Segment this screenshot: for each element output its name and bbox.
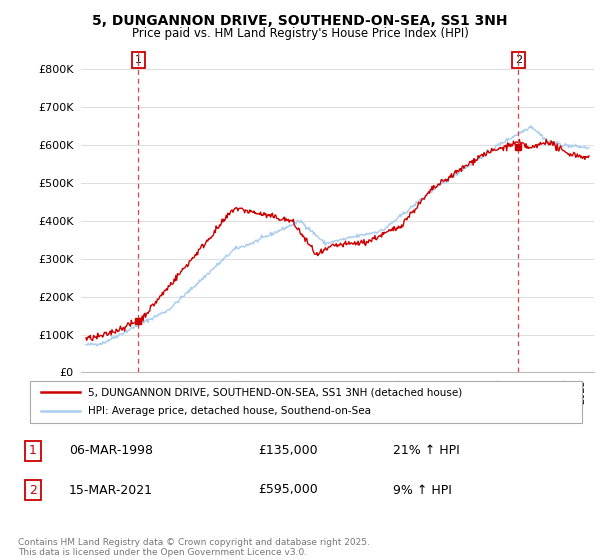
- Text: £135,000: £135,000: [258, 444, 317, 458]
- Text: HPI: Average price, detached house, Southend-on-Sea: HPI: Average price, detached house, Sout…: [88, 407, 371, 417]
- Text: 1: 1: [135, 55, 142, 65]
- Text: 5, DUNGANNON DRIVE, SOUTHEND-ON-SEA, SS1 3NH (detached house): 5, DUNGANNON DRIVE, SOUTHEND-ON-SEA, SS1…: [88, 387, 462, 397]
- Text: 06-MAR-1998: 06-MAR-1998: [69, 444, 153, 458]
- Text: £595,000: £595,000: [258, 483, 318, 497]
- FancyBboxPatch shape: [30, 381, 582, 423]
- Text: Price paid vs. HM Land Registry's House Price Index (HPI): Price paid vs. HM Land Registry's House …: [131, 27, 469, 40]
- Text: 5, DUNGANNON DRIVE, SOUTHEND-ON-SEA, SS1 3NH: 5, DUNGANNON DRIVE, SOUTHEND-ON-SEA, SS1…: [92, 14, 508, 28]
- Text: 15-MAR-2021: 15-MAR-2021: [69, 483, 153, 497]
- Text: 9% ↑ HPI: 9% ↑ HPI: [393, 483, 452, 497]
- Text: Contains HM Land Registry data © Crown copyright and database right 2025.
This d: Contains HM Land Registry data © Crown c…: [18, 538, 370, 557]
- Text: 1: 1: [29, 444, 37, 458]
- Text: 2: 2: [29, 483, 37, 497]
- Text: 2: 2: [515, 55, 522, 65]
- Text: 21% ↑ HPI: 21% ↑ HPI: [393, 444, 460, 458]
